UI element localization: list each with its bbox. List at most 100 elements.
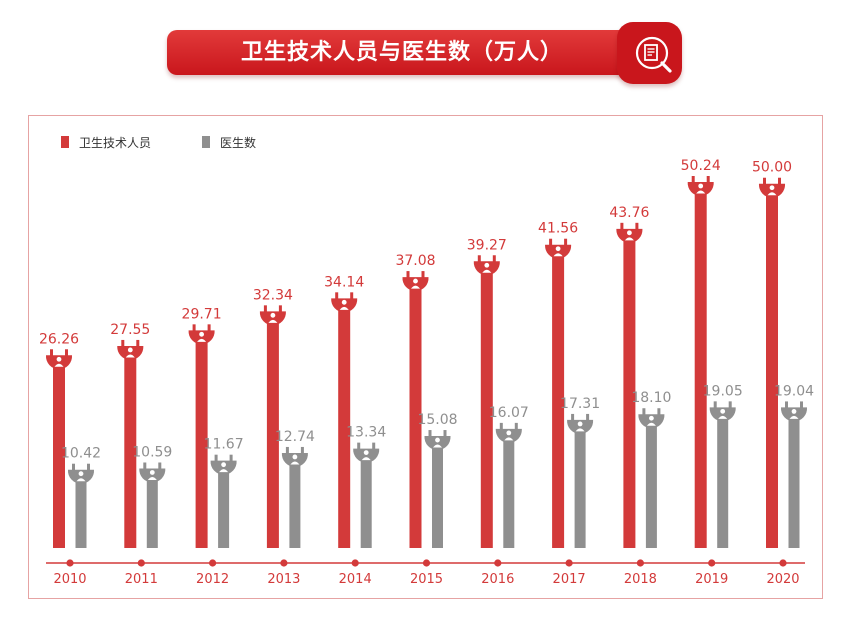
bar-doctor-2015 (432, 444, 443, 548)
bar-doctor-2017 (574, 427, 586, 548)
marker-icon-doctor-2013 (281, 446, 308, 467)
bar-tech-2011 (124, 353, 137, 548)
bar-doctor-2019 (717, 415, 729, 548)
data-label-doctor-2019: 19.05 (703, 383, 743, 399)
data-label-doctor-2012: 11.67 (204, 437, 244, 453)
x-tick-dot-2012 (209, 559, 217, 567)
x-tick-dot-2010 (66, 559, 74, 567)
data-label-doctor-2010: 10.42 (61, 446, 101, 462)
data-label-doctor-2016: 16.07 (489, 405, 529, 421)
x-tick-label-2013: 2013 (267, 572, 300, 587)
marker-icon-tech-2017 (545, 238, 572, 259)
marker-icon-doctor-2019 (709, 401, 736, 422)
x-tick-label-2010: 2010 (53, 572, 86, 587)
title-banner: 卫生技术人员与医生数（万人） (167, 22, 682, 84)
x-tick-label-2020: 2020 (766, 572, 799, 587)
legend-swatch-1 (202, 136, 210, 148)
x-tick-dot-2015 (422, 559, 431, 567)
data-label-doctor-2011: 10.59 (132, 444, 172, 460)
bar-tech-2018 (623, 236, 636, 548)
data-label-tech-2014: 34.14 (324, 274, 364, 290)
data-label-doctor-2014: 13.34 (346, 425, 386, 441)
data-label-tech-2018: 43.76 (609, 205, 649, 221)
legend-swatch-0 (61, 136, 69, 148)
data-label-tech-2013: 32.34 (253, 287, 293, 303)
data-label-doctor-2017: 17.31 (560, 396, 600, 412)
data-label-tech-2016: 39.27 (467, 237, 507, 253)
data-label-doctor-2018: 18.10 (631, 390, 671, 406)
marker-icon-tech-2014 (331, 292, 358, 313)
marker-icon-tech-2010 (45, 349, 73, 370)
data-label-tech-2017: 41.56 (538, 221, 578, 237)
page-title: 卫生技术人员与医生数（万人） (240, 40, 563, 65)
x-tick-label-2012: 2012 (196, 572, 229, 587)
bar-doctor-2013 (289, 460, 301, 548)
bar-doctor-2018 (645, 422, 657, 548)
marker-icon-tech-2011 (117, 339, 144, 360)
bar-tech-2020 (766, 191, 778, 548)
title-cap (617, 22, 682, 84)
marker-icon-doctor-2014 (353, 442, 380, 463)
data-label-tech-2015: 37.08 (395, 253, 435, 269)
bar-doctor-2012 (218, 468, 230, 548)
marker-icon-tech-2016 (473, 255, 500, 276)
title-bar (167, 30, 637, 75)
marker-icon-tech-2018 (616, 222, 643, 243)
legend-label-0: 卫生技术人员 (79, 136, 151, 150)
bar-tech-2013 (266, 319, 279, 548)
bar-tech-2010 (53, 363, 65, 548)
legend-label-1: 医生数 (220, 135, 256, 150)
data-label-tech-2020: 50.00 (752, 160, 792, 176)
x-tick-label-2016: 2016 (481, 572, 514, 587)
marker-icon-tech-2020 (758, 177, 786, 198)
marker-icon-doctor-2016 (495, 422, 522, 443)
data-label-tech-2010: 26.26 (39, 331, 79, 347)
marker-icon-doctor-2011 (139, 462, 166, 483)
chart-frame (28, 115, 823, 599)
bar-tech-2012 (195, 338, 208, 548)
bar-tech-2014 (338, 306, 351, 548)
bar-tech-2019 (694, 190, 707, 548)
marker-icon-tech-2015 (402, 271, 429, 292)
x-tick-label-2014: 2014 (339, 572, 372, 587)
x-tick-dot-2013 (280, 559, 288, 567)
bar-tech-2015 (409, 285, 422, 548)
data-label-doctor-2015: 15.08 (417, 412, 457, 428)
bar-doctor-2016 (503, 436, 515, 548)
x-tick-dot-2014 (351, 559, 359, 567)
x-tick-label-2018: 2018 (624, 572, 657, 587)
legend: 卫生技术人员 医生数 (61, 135, 256, 150)
marker-icon-doctor-2018 (638, 408, 665, 429)
marker-icon-doctor-2020 (780, 401, 808, 422)
x-tick-dot-2019 (708, 559, 716, 567)
x-tick-dot-2016 (494, 559, 502, 567)
bar-tech-2016 (480, 269, 493, 548)
data-label-doctor-2013: 12.74 (275, 429, 315, 445)
x-tick-label-2019: 2019 (695, 572, 728, 587)
bar-doctor-2020 (788, 415, 800, 548)
bar-tech-2017 (552, 252, 565, 548)
marker-icon-tech-2019 (687, 176, 714, 197)
marker-icon-doctor-2012 (210, 454, 237, 475)
document-magnifier-icon (635, 36, 672, 73)
x-tick-label-2017: 2017 (553, 572, 586, 587)
data-label-tech-2011: 27.55 (110, 322, 150, 338)
marker-icon-doctor-2010 (67, 463, 95, 484)
data-label-tech-2019: 50.24 (681, 158, 721, 174)
data-label-doctor-2020: 19.04 (774, 383, 814, 399)
bar-doctor-2011 (146, 476, 158, 548)
data-label-tech-2012: 29.71 (182, 306, 222, 322)
x-tick-dot-2020 (779, 559, 787, 567)
x-tick-dot-2011 (137, 559, 145, 567)
marker-icon-tech-2013 (259, 305, 286, 326)
x-tick-label-2015: 2015 (410, 572, 443, 587)
x-tick-label-2011: 2011 (125, 572, 158, 587)
x-tick-dot-2017 (565, 559, 573, 567)
x-tick-dot-2018 (636, 559, 645, 567)
bar-doctor-2010 (75, 477, 87, 548)
marker-icon-tech-2012 (188, 324, 215, 345)
marker-icon-doctor-2017 (567, 413, 594, 434)
marker-icon-doctor-2015 (424, 430, 451, 451)
bar-doctor-2014 (360, 456, 372, 548)
